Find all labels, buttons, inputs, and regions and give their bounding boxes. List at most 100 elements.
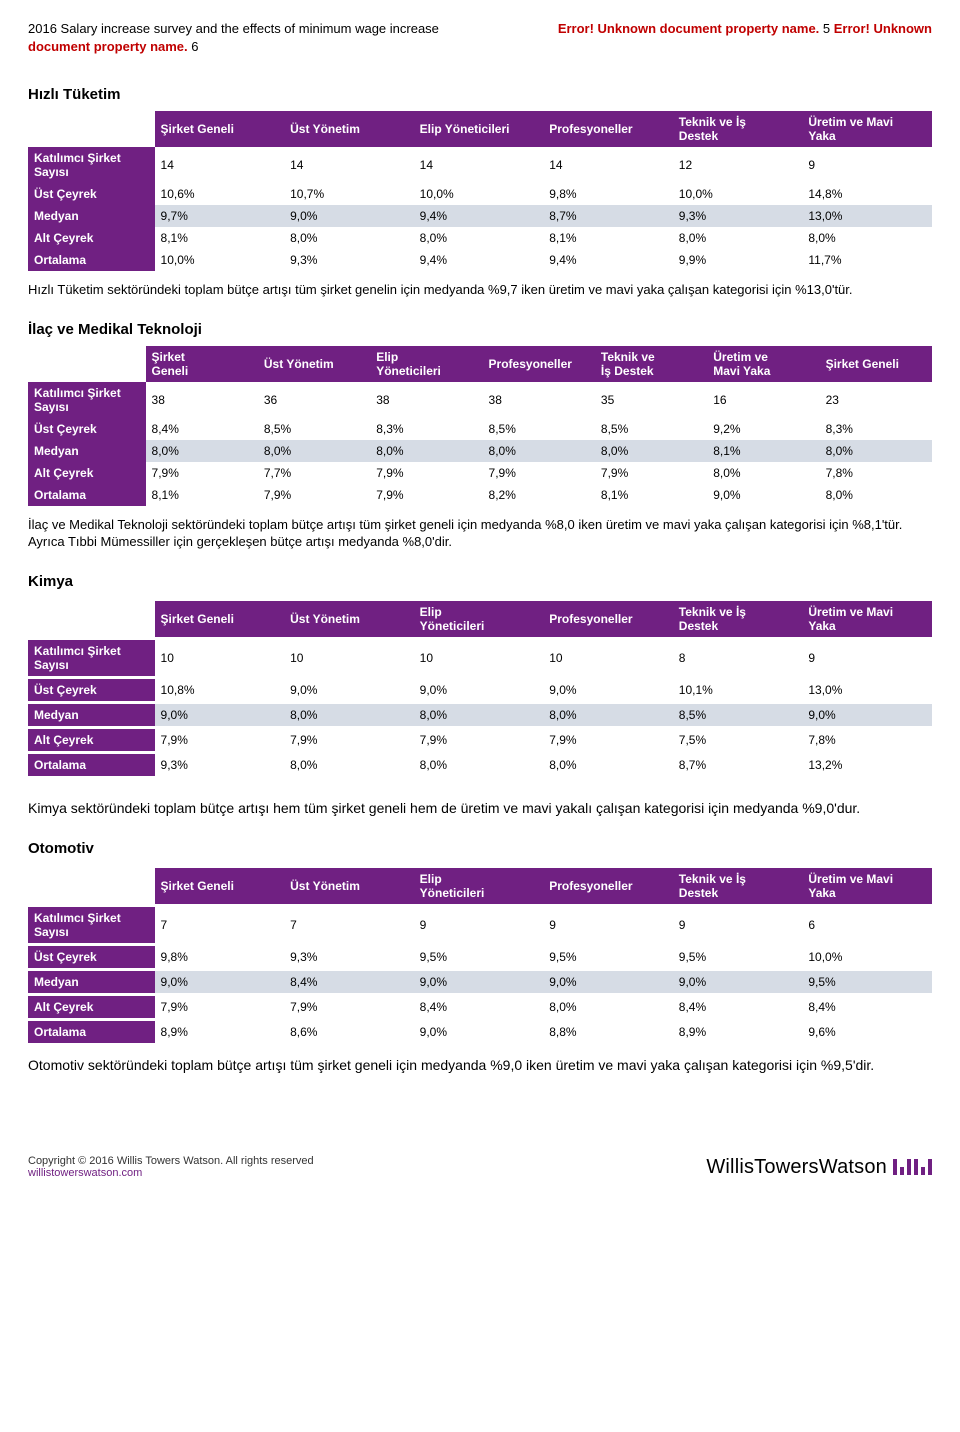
cell: 38 xyxy=(146,382,258,418)
brand-logo: WillisTowersWatson xyxy=(706,1156,932,1179)
cell: 13,0% xyxy=(802,679,932,701)
col-ust-yonetim: Üst Yönetim xyxy=(284,868,414,904)
row-katilimci: Katılımcı Şirket Sayısı xyxy=(28,640,155,676)
col-teknik: Teknik ve İş Destek xyxy=(673,111,803,147)
cell: 9,0% xyxy=(155,704,285,726)
cell: 7,7% xyxy=(258,462,370,484)
cell: 14 xyxy=(284,147,414,183)
cell: 8,9% xyxy=(155,1021,285,1043)
cell: 10,0% xyxy=(414,183,544,205)
col-teknik: Teknik ve İş Destek xyxy=(673,868,803,904)
cell: 13,0% xyxy=(802,205,932,227)
cell: 14,8% xyxy=(802,183,932,205)
cell: 10 xyxy=(414,640,544,676)
cell: 7,9% xyxy=(155,996,285,1018)
cell: 8,0% xyxy=(146,440,258,462)
col-ust-yonetim: Üst Yönetim xyxy=(284,601,414,637)
table-row: Medyan 9,0% 8,4% 9,0% 9,0% 9,0% 9,5% xyxy=(28,971,932,993)
cell: 7 xyxy=(284,907,414,943)
cell: 7,9% xyxy=(595,462,707,484)
cell: 8,0% xyxy=(820,440,932,462)
table-row: Medyan 9,0% 8,0% 8,0% 8,0% 8,5% 9,0% xyxy=(28,704,932,726)
cell: 16 xyxy=(707,382,819,418)
cell: 12 xyxy=(673,147,803,183)
col-prof: Profesyoneller xyxy=(543,601,673,637)
row-ust-ceyrek: Üst Çeyrek xyxy=(28,946,155,968)
col-ust-yonetim: Üst Yönetim xyxy=(258,346,370,382)
row-alt-ceyrek: Alt Çeyrek xyxy=(28,996,155,1018)
cell: 8,0% xyxy=(284,227,414,249)
cell: 9 xyxy=(673,907,803,943)
cell: 9 xyxy=(802,640,932,676)
cell: 7,9% xyxy=(284,996,414,1018)
row-ust-ceyrek: Üst Çeyrek xyxy=(28,418,146,440)
cell: 7,9% xyxy=(370,462,482,484)
table-row: Ortalama 10,0% 9,3% 9,4% 9,4% 9,9% 11,7% xyxy=(28,249,932,271)
cell: 9,2% xyxy=(707,418,819,440)
col-blank xyxy=(28,868,155,904)
para-kimya: Kimya sektöründeki toplam bütçe artışı h… xyxy=(28,799,932,818)
cell: 9,0% xyxy=(284,679,414,701)
header-error-right-2: Error! Unknown xyxy=(834,21,932,36)
cell: 9,0% xyxy=(673,971,803,993)
cell: 35 xyxy=(595,382,707,418)
table-kimya: Şirket Geneli Üst Yönetim Elip Yöneticil… xyxy=(28,598,932,779)
cell: 7,9% xyxy=(543,729,673,751)
table-header-row: Şirket Geneli Üst Yönetim Elip Yöneticil… xyxy=(28,346,932,382)
cell: 8,5% xyxy=(258,418,370,440)
col-prof: Profesyoneller xyxy=(543,111,673,147)
cell: 38 xyxy=(370,382,482,418)
cell: 8,4% xyxy=(146,418,258,440)
header-right: Error! Unknown document property name. 5… xyxy=(558,20,932,56)
col-uretim: Üretim ve Mavi Yaka xyxy=(707,346,819,382)
row-ortalama: Ortalama xyxy=(28,484,146,506)
row-ust-ceyrek: Üst Çeyrek xyxy=(28,183,155,205)
header-page6: 6 xyxy=(188,39,199,54)
cell: 9 xyxy=(802,147,932,183)
cell: 9 xyxy=(543,907,673,943)
cell: 8 xyxy=(673,640,803,676)
cell: 9,5% xyxy=(802,971,932,993)
cell: 9,0% xyxy=(284,205,414,227)
table-header-row: Şirket Geneli Üst Yönetim Elip Yöneticil… xyxy=(28,111,932,147)
table-row: Üst Çeyrek 8,4% 8,5% 8,3% 8,5% 8,5% 9,2%… xyxy=(28,418,932,440)
row-katilimci: Katılımcı Şirket Sayısı xyxy=(28,147,155,183)
table-header-row: Şirket Geneli Üst Yönetim Elip Yöneticil… xyxy=(28,601,932,637)
cell: 8,1% xyxy=(146,484,258,506)
table-row: Ortalama 8,1% 7,9% 7,9% 8,2% 8,1% 9,0% 8… xyxy=(28,484,932,506)
table-row: Alt Çeyrek 7,9% 7,9% 7,9% 7,9% 7,5% 7,8% xyxy=(28,729,932,751)
cell: 8,3% xyxy=(370,418,482,440)
cell: 8,0% xyxy=(543,996,673,1018)
col-blank xyxy=(28,601,155,637)
col-sirket-geneli: Şirket Geneli xyxy=(155,111,285,147)
header-page5: 5 xyxy=(819,21,833,36)
cell: 9,8% xyxy=(155,946,285,968)
section-title-kimya: Kimya xyxy=(28,573,932,590)
row-alt-ceyrek: Alt Çeyrek xyxy=(28,227,155,249)
cell: 10,0% xyxy=(802,946,932,968)
cell: 8,1% xyxy=(543,227,673,249)
row-ortalama: Ortalama xyxy=(28,754,155,776)
col-sirket-geneli: Şirket Geneli xyxy=(146,346,258,382)
cell: 8,0% xyxy=(258,440,370,462)
cell: 8,0% xyxy=(370,440,482,462)
cell: 7,8% xyxy=(802,729,932,751)
cell: 14 xyxy=(543,147,673,183)
col-elip: Elip Yöneticileri xyxy=(414,868,544,904)
row-alt-ceyrek: Alt Çeyrek xyxy=(28,729,155,751)
cell: 9,7% xyxy=(155,205,285,227)
cell: 8,0% xyxy=(820,484,932,506)
cell: 9,3% xyxy=(673,205,803,227)
cell: 6 xyxy=(802,907,932,943)
table-row: Üst Çeyrek 10,6% 10,7% 10,0% 9,8% 10,0% … xyxy=(28,183,932,205)
table-header-row: Şirket Geneli Üst Yönetim Elip Yöneticil… xyxy=(28,868,932,904)
cell: 9,4% xyxy=(414,249,544,271)
cell: 8,0% xyxy=(483,440,595,462)
col-uretim: Üretim ve Mavi Yaka xyxy=(802,601,932,637)
para-ilac: İlaç ve Medikal Teknoloji sektöründeki t… xyxy=(28,516,932,551)
cell: 8,0% xyxy=(543,754,673,776)
header-title: 2016 Salary increase survey and the effe… xyxy=(28,21,439,36)
row-medyan: Medyan xyxy=(28,971,155,993)
table-hizli: Şirket Geneli Üst Yönetim Elip Yöneticil… xyxy=(28,111,932,271)
table-row: Alt Çeyrek 8,1% 8,0% 8,0% 8,1% 8,0% 8,0% xyxy=(28,227,932,249)
